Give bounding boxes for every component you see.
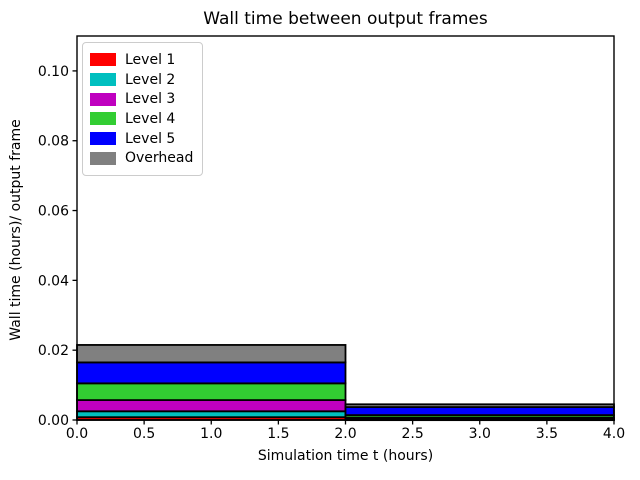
x-tick-label: 0.0 xyxy=(66,426,88,442)
bar-segment xyxy=(344,403,615,408)
bar-segment xyxy=(76,344,347,364)
legend-label-level-5: Level 5 xyxy=(125,130,176,147)
legend: Level 1 Level 2 Level 3 Level 4 Level 5 Overh… xyxy=(82,42,204,177)
legend-swatch-level-2 xyxy=(90,73,116,87)
bar-segment xyxy=(76,399,347,413)
x-tick-label: 1.5 xyxy=(267,426,289,442)
legend-swatch-overhead xyxy=(90,151,116,165)
legend-swatch-level-1 xyxy=(90,53,116,67)
bar-segment xyxy=(76,382,347,402)
legend-item-overhead: Overhead xyxy=(90,148,193,168)
legend-label-level-1: Level 1 xyxy=(125,51,176,68)
bar-segment xyxy=(344,406,615,417)
x-tick-label: 3.0 xyxy=(469,426,491,442)
x-tick-label: 3.5 xyxy=(536,426,558,442)
legend-label-level-3: Level 3 xyxy=(125,91,176,108)
y-tick-label: 0.02 xyxy=(38,343,69,359)
legend-swatch-level-3 xyxy=(90,92,116,106)
legend-item-level-2: Level 2 xyxy=(90,70,193,90)
y-tick-label: 0.06 xyxy=(38,204,69,220)
bar-segment xyxy=(76,361,347,385)
legend-item-level-4: Level 4 xyxy=(90,109,193,129)
legend-swatch-level-5 xyxy=(90,132,116,146)
x-axis-label: Simulation time t (hours) xyxy=(257,448,434,464)
legend-label-level-2: Level 2 xyxy=(125,71,176,88)
legend-label-level-4: Level 4 xyxy=(125,110,176,127)
legend-item-level-3: Level 3 xyxy=(90,89,193,109)
x-tick-label: 0.5 xyxy=(133,426,155,442)
legend-swatch-level-4 xyxy=(90,112,116,126)
y-tick-label: 0.00 xyxy=(38,413,69,429)
y-tick-label: 0.08 xyxy=(38,134,69,150)
y-tick-label: 0.10 xyxy=(38,64,69,80)
legend-item-level-5: Level 5 xyxy=(90,129,193,149)
x-tick-label: 1.0 xyxy=(200,426,222,442)
x-tick-label: 4.0 xyxy=(603,426,625,442)
y-tick-label: 0.04 xyxy=(38,273,69,289)
x-tick-label: 2.0 xyxy=(334,426,356,442)
legend-label-overhead: Overhead xyxy=(125,150,194,167)
x-tick-label: 2.5 xyxy=(401,426,423,442)
chart-title: Wall time between output frames xyxy=(203,9,488,29)
legend-item-level-1: Level 1 xyxy=(90,50,193,70)
